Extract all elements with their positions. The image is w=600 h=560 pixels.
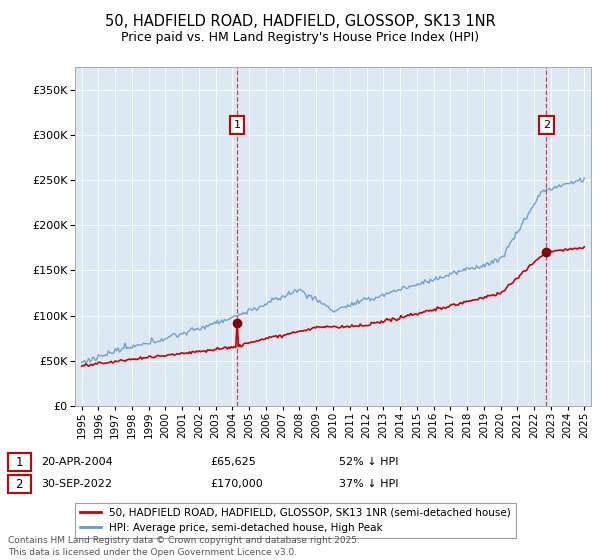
Text: 20-APR-2004: 20-APR-2004 — [41, 457, 113, 467]
Text: 52% ↓ HPI: 52% ↓ HPI — [339, 457, 398, 467]
Legend: 50, HADFIELD ROAD, HADFIELD, GLOSSOP, SK13 1NR (semi-detached house), HPI: Avera: 50, HADFIELD ROAD, HADFIELD, GLOSSOP, SK… — [75, 502, 517, 538]
Text: 1: 1 — [16, 455, 23, 469]
Text: £170,000: £170,000 — [210, 479, 263, 489]
Text: 50, HADFIELD ROAD, HADFIELD, GLOSSOP, SK13 1NR: 50, HADFIELD ROAD, HADFIELD, GLOSSOP, SK… — [104, 14, 496, 29]
Text: £65,625: £65,625 — [210, 457, 256, 467]
Text: Price paid vs. HM Land Registry's House Price Index (HPI): Price paid vs. HM Land Registry's House … — [121, 31, 479, 44]
Text: Contains HM Land Registry data © Crown copyright and database right 2025.
This d: Contains HM Land Registry data © Crown c… — [8, 536, 359, 557]
Text: 2: 2 — [16, 478, 23, 491]
Text: 1: 1 — [233, 120, 241, 130]
Text: 2: 2 — [543, 120, 550, 130]
Text: 30-SEP-2022: 30-SEP-2022 — [41, 479, 112, 489]
Text: 37% ↓ HPI: 37% ↓ HPI — [339, 479, 398, 489]
